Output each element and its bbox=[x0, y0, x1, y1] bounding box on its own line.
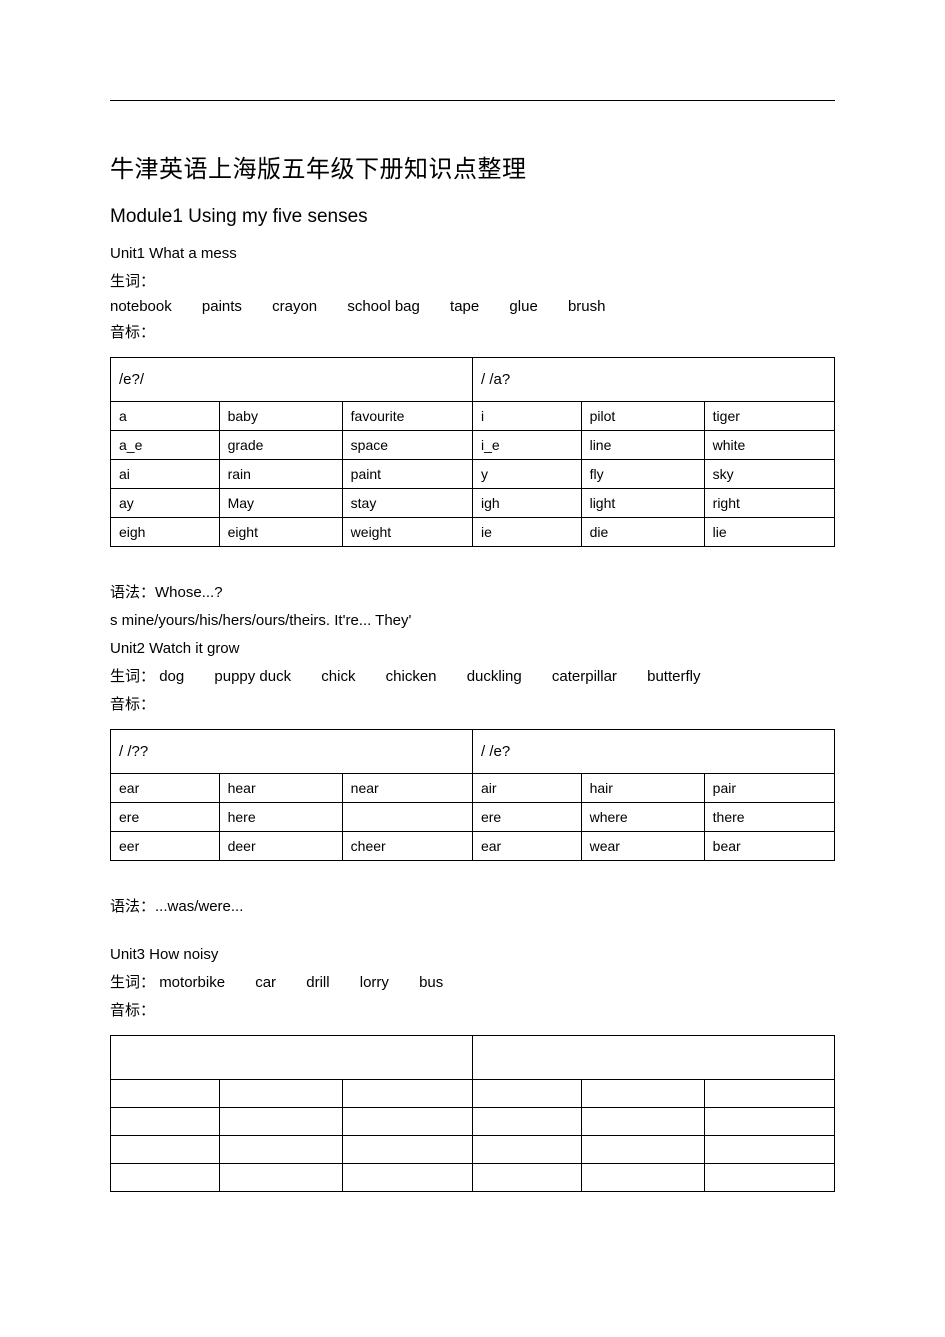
word: lorry bbox=[360, 971, 389, 995]
unit3-heading: Unit3 How noisy bbox=[110, 943, 835, 967]
word: school bag bbox=[347, 298, 420, 315]
word: tape bbox=[450, 298, 479, 315]
word: chick bbox=[321, 665, 355, 689]
unit3-phonetic-label: 音标： bbox=[110, 999, 835, 1023]
word: crayon bbox=[272, 298, 317, 315]
unit2-vocab: 生词： dog puppy duck chick chicken ducklin… bbox=[110, 665, 835, 689]
unit1-heading: Unit1 What a mess bbox=[110, 242, 835, 266]
table-header-left bbox=[111, 1036, 473, 1080]
unit1-vocab-label: 生词： bbox=[110, 270, 835, 294]
table-row: ay May stay igh light right bbox=[111, 489, 835, 518]
unit1-phonetic-table: /e?/ / /a? a baby favourite i pilot tige… bbox=[110, 357, 835, 547]
table-row bbox=[111, 1080, 835, 1108]
word: dog bbox=[159, 665, 184, 689]
table-header-left: / /?? bbox=[111, 730, 473, 774]
unit2-phonetic-table: / /?? / /e? ear hear near air hair pair … bbox=[110, 729, 835, 861]
table-row: ai rain paint y fly sky bbox=[111, 460, 835, 489]
top-horizontal-rule bbox=[110, 100, 835, 101]
table-row: ear hear near air hair pair bbox=[111, 774, 835, 803]
word: caterpillar bbox=[552, 665, 617, 689]
module-heading: Module1 Using my five senses bbox=[110, 206, 835, 228]
word: bus bbox=[419, 971, 443, 995]
word: motorbike bbox=[159, 971, 225, 995]
word: paints bbox=[202, 298, 242, 315]
unit3-vocab: 生词： motorbike car drill lorry bus bbox=[110, 971, 835, 995]
unit2-heading: Unit2 Watch it grow bbox=[110, 637, 835, 661]
word: duckling bbox=[467, 665, 522, 689]
table-row: a_e grade space i_e line white bbox=[111, 431, 835, 460]
unit2-grammar: 语法：...was/were... bbox=[110, 895, 835, 919]
unit1-grammar: 语法：Whose...? bbox=[110, 581, 835, 605]
table-header-left: /e?/ bbox=[111, 358, 473, 402]
table-row: a baby favourite i pilot tiger bbox=[111, 402, 835, 431]
table-row bbox=[111, 1108, 835, 1136]
table-row: eer deer cheer ear wear bear bbox=[111, 832, 835, 861]
table-header-right: / /e? bbox=[472, 730, 834, 774]
unit3-phonetic-table bbox=[110, 1035, 835, 1192]
table-header-right bbox=[472, 1036, 834, 1080]
unit2-phonetic-label: 音标： bbox=[110, 693, 835, 717]
table-row: ere here ere where there bbox=[111, 803, 835, 832]
word: glue bbox=[509, 298, 537, 315]
word: notebook bbox=[110, 298, 172, 315]
word: butterfly bbox=[647, 665, 700, 689]
table-row: eigh eight weight ie die lie bbox=[111, 518, 835, 547]
table-header-right: / /a? bbox=[472, 358, 834, 402]
table-row bbox=[111, 1164, 835, 1192]
word: puppy duck bbox=[214, 665, 291, 689]
unit1-grammar-line2: s mine/yours/his/hers/ours/theirs. It're… bbox=[110, 609, 835, 633]
table-row bbox=[111, 1136, 835, 1164]
document-title: 牛津英语上海版五年级下册知识点整理 bbox=[110, 149, 835, 184]
word: brush bbox=[568, 298, 606, 315]
word: chicken bbox=[386, 665, 437, 689]
word: drill bbox=[306, 971, 329, 995]
unit1-phonetic-label: 音标： bbox=[110, 321, 835, 345]
unit1-vocab-words: notebook paints crayon school bag tape g… bbox=[110, 298, 835, 315]
word: car bbox=[255, 971, 276, 995]
